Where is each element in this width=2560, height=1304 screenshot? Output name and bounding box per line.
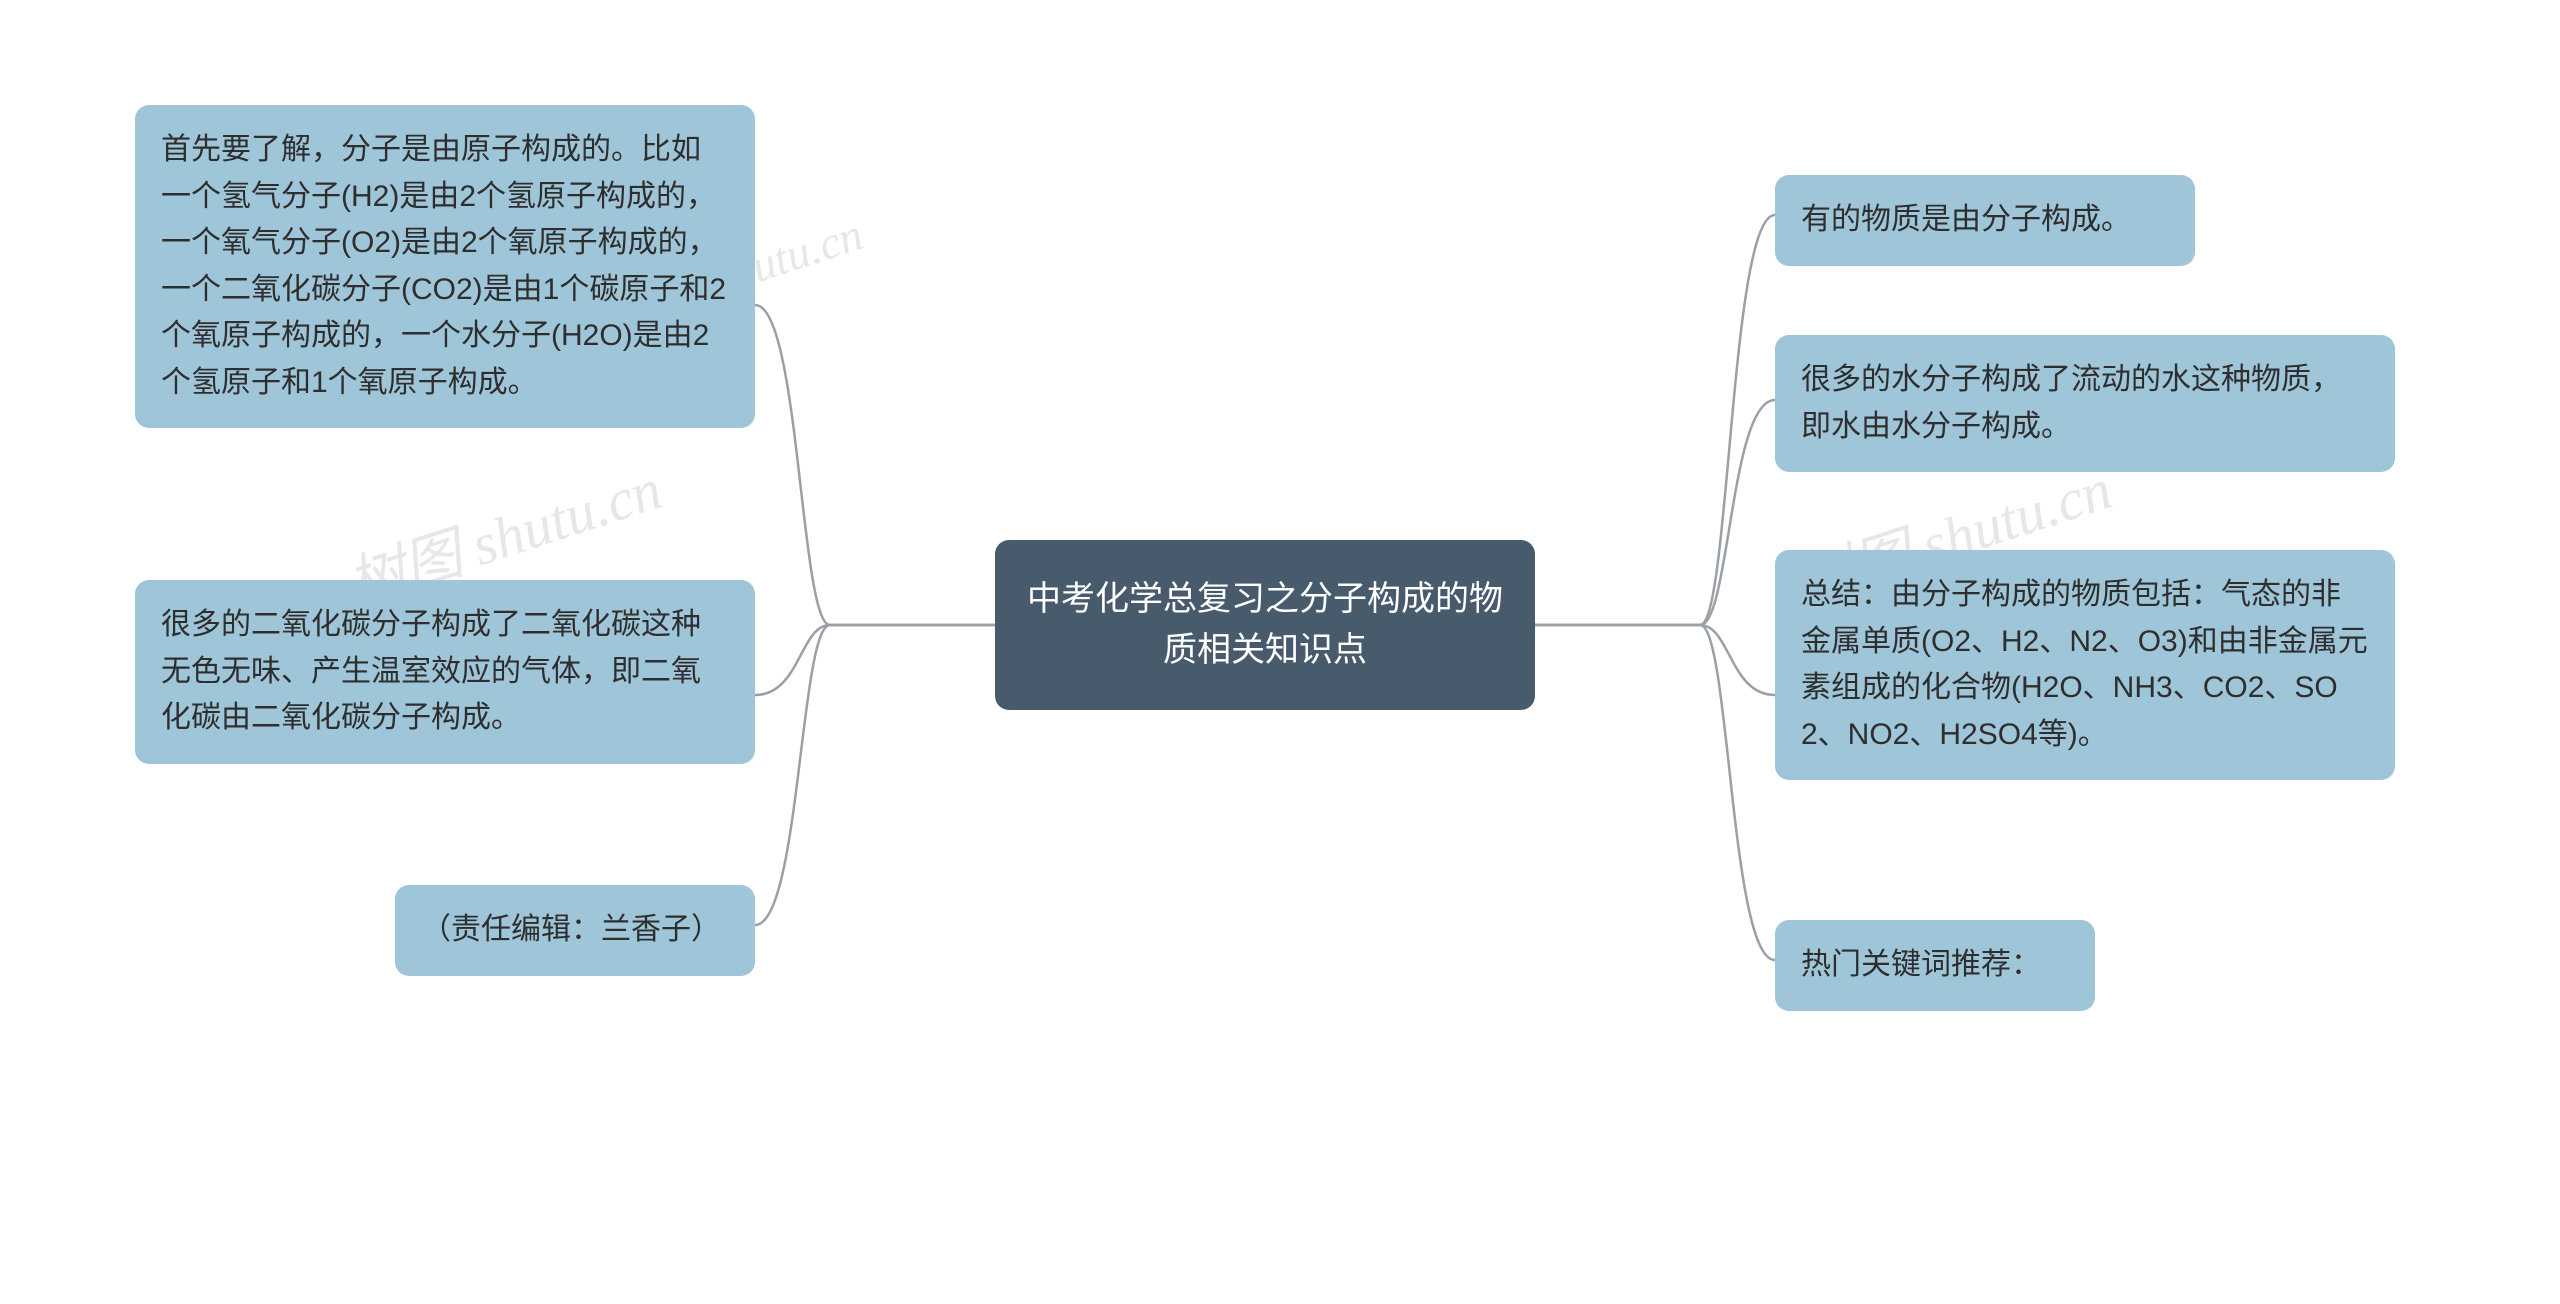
center-node[interactable]: 中考化学总复习之分子构成的物质相关知识点 <box>995 540 1535 710</box>
right-node-3[interactable]: 总结：由分子构成的物质包括：气态的非金属单质(O2、H2、N2、O3)和由非金属… <box>1775 550 2395 780</box>
right-node-4[interactable]: 热门关键词推荐： <box>1775 920 2095 1011</box>
left-node-2[interactable]: 很多的二氧化碳分子构成了二氧化碳这种无色无味、产生温室效应的气体，即二氧化碳由二… <box>135 580 755 764</box>
node-text: 很多的水分子构成了流动的水这种物质，即水由水分子构成。 <box>1801 363 2341 443</box>
node-text: 有的物质是由分子构成。 <box>1801 203 2131 236</box>
right-node-1[interactable]: 有的物质是由分子构成。 <box>1775 175 2195 266</box>
node-text: 热门关键词推荐： <box>1801 948 2041 981</box>
left-node-1[interactable]: 首先要了解，分子是由原子构成的。比如一个氢气分子(H2)是由2个氢原子构成的，一… <box>135 105 755 428</box>
right-node-2[interactable]: 很多的水分子构成了流动的水这种物质，即水由水分子构成。 <box>1775 335 2395 472</box>
left-node-3[interactable]: （责任编辑：兰香子） <box>395 885 755 976</box>
node-text: 很多的二氧化碳分子构成了二氧化碳这种无色无味、产生温室效应的气体，即二氧化碳由二… <box>161 608 701 734</box>
center-node-text: 中考化学总复习之分子构成的物质相关知识点 <box>1021 574 1509 676</box>
node-text: （责任编辑：兰香子） <box>421 913 721 946</box>
node-text: 首先要了解，分子是由原子构成的。比如一个氢气分子(H2)是由2个氢原子构成的，一… <box>161 133 726 399</box>
mindmap-canvas: 树图 shutu.cn 树图 shutu.cn shutu.cn 中考化学总复习… <box>0 0 2560 1304</box>
node-text: 总结：由分子构成的物质包括：气态的非金属单质(O2、H2、N2、O3)和由非金属… <box>1801 578 2368 751</box>
